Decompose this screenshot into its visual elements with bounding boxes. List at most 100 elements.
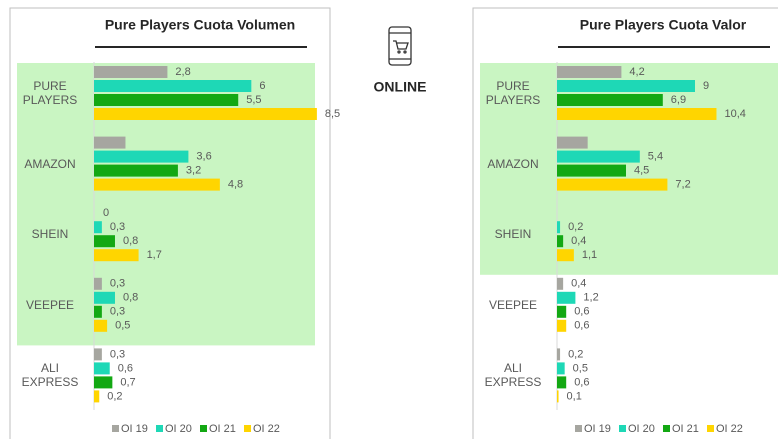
chart-title: Pure Players Cuota Valor (580, 17, 747, 33)
category-label: ALI EXPRESS (21, 361, 79, 390)
bar (94, 94, 239, 106)
value-label: 1,1 (582, 249, 597, 261)
bar (557, 291, 576, 304)
value-label: 9 (703, 80, 709, 92)
legend-swatch (200, 425, 207, 432)
bar (94, 376, 113, 389)
legend-label: OI 20 (165, 423, 192, 435)
value-label: 0,4 (571, 278, 586, 290)
bar (557, 319, 567, 332)
bar (94, 221, 102, 234)
value-label: 6,9 (671, 94, 686, 106)
value-label: 4,5 (634, 165, 649, 177)
value-label: 0,1 (567, 390, 582, 402)
category-label: VEEPEE (25, 297, 75, 312)
value-label: 0,2 (568, 348, 583, 360)
value-label: 0 (103, 207, 109, 219)
bar (557, 235, 564, 248)
bar (557, 66, 622, 78)
bar (94, 150, 189, 163)
bar (94, 178, 220, 191)
value-label: 0,3 (110, 348, 125, 360)
value-label: 2,8 (175, 66, 190, 78)
legend-swatch (619, 425, 626, 432)
category-label: PURE PLAYERS (485, 79, 541, 107)
value-label: 10,4 (724, 108, 745, 120)
value-label: 0,5 (115, 320, 130, 332)
legend-swatch (575, 425, 582, 432)
legend-swatch (707, 425, 714, 432)
value-label: 8,5 (325, 108, 340, 120)
bar (557, 80, 695, 92)
category-label: SHEIN (31, 227, 69, 242)
value-label: 0,5 (573, 362, 588, 374)
value-label: 0,6 (574, 306, 589, 318)
bar (557, 277, 564, 290)
bar (94, 136, 126, 149)
value-label: 1,2 (583, 292, 598, 304)
category-label: ALI EXPRESS (484, 361, 542, 390)
bar (94, 277, 102, 290)
bar (557, 390, 559, 403)
bar (557, 108, 717, 120)
value-label: 4,2 (629, 66, 644, 78)
bar (94, 108, 317, 120)
legend-swatch (663, 425, 670, 432)
bar (94, 80, 252, 92)
legend-swatch (156, 425, 163, 432)
bar (557, 136, 588, 149)
value-label: 3,6 (196, 151, 211, 163)
value-label: 0,6 (574, 376, 589, 388)
category-label: AMAZON (487, 156, 539, 171)
value-label: 0,6 (118, 362, 133, 374)
value-label: 0,2 (568, 221, 583, 233)
bar (557, 94, 663, 106)
legend-label: OI 21 (672, 423, 699, 435)
bar (94, 319, 108, 332)
bar (557, 150, 640, 163)
value-label: 0,3 (110, 278, 125, 290)
bar (94, 362, 110, 375)
bar (94, 390, 100, 403)
value-label: 0,4 (571, 235, 586, 247)
phone-icon (388, 26, 412, 66)
value-label: 0,3 (110, 306, 125, 318)
legend-label: OI 19 (584, 423, 611, 435)
bar (557, 249, 574, 262)
legend-label: OI 22 (253, 423, 280, 435)
category-label: AMAZON (24, 156, 76, 171)
bar (94, 235, 115, 248)
value-label: 0,6 (574, 320, 589, 332)
bar (94, 249, 139, 262)
category-label: VEEPEE (488, 297, 538, 312)
legend-label: OI 22 (716, 423, 743, 435)
value-label: 0,8 (123, 235, 138, 247)
center-label: ONLINE (374, 79, 427, 95)
value-label: 6 (259, 80, 265, 92)
legend-swatch (112, 425, 119, 432)
value-label: 0,8 (123, 292, 138, 304)
bar (94, 348, 102, 361)
panel-border (9, 7, 331, 439)
bar (557, 348, 561, 361)
bar (94, 164, 178, 177)
bar (94, 291, 115, 304)
value-label: 1,7 (147, 249, 162, 261)
value-label: 0,2 (107, 390, 122, 402)
chart-title: Pure Players Cuota Volumen (105, 17, 295, 33)
category-label: SHEIN (494, 227, 532, 242)
bar (557, 178, 668, 191)
bar (557, 164, 626, 177)
value-label: 3,2 (186, 165, 201, 177)
category-label: PURE PLAYERS (22, 79, 78, 107)
bar (557, 305, 567, 318)
value-label: 5,4 (648, 151, 663, 163)
bar (557, 362, 565, 375)
bar (557, 376, 567, 389)
bar (94, 305, 102, 318)
legend-label: OI 20 (628, 423, 655, 435)
value-label: 0,7 (120, 376, 135, 388)
bar (557, 221, 561, 234)
panel-border (472, 7, 778, 439)
